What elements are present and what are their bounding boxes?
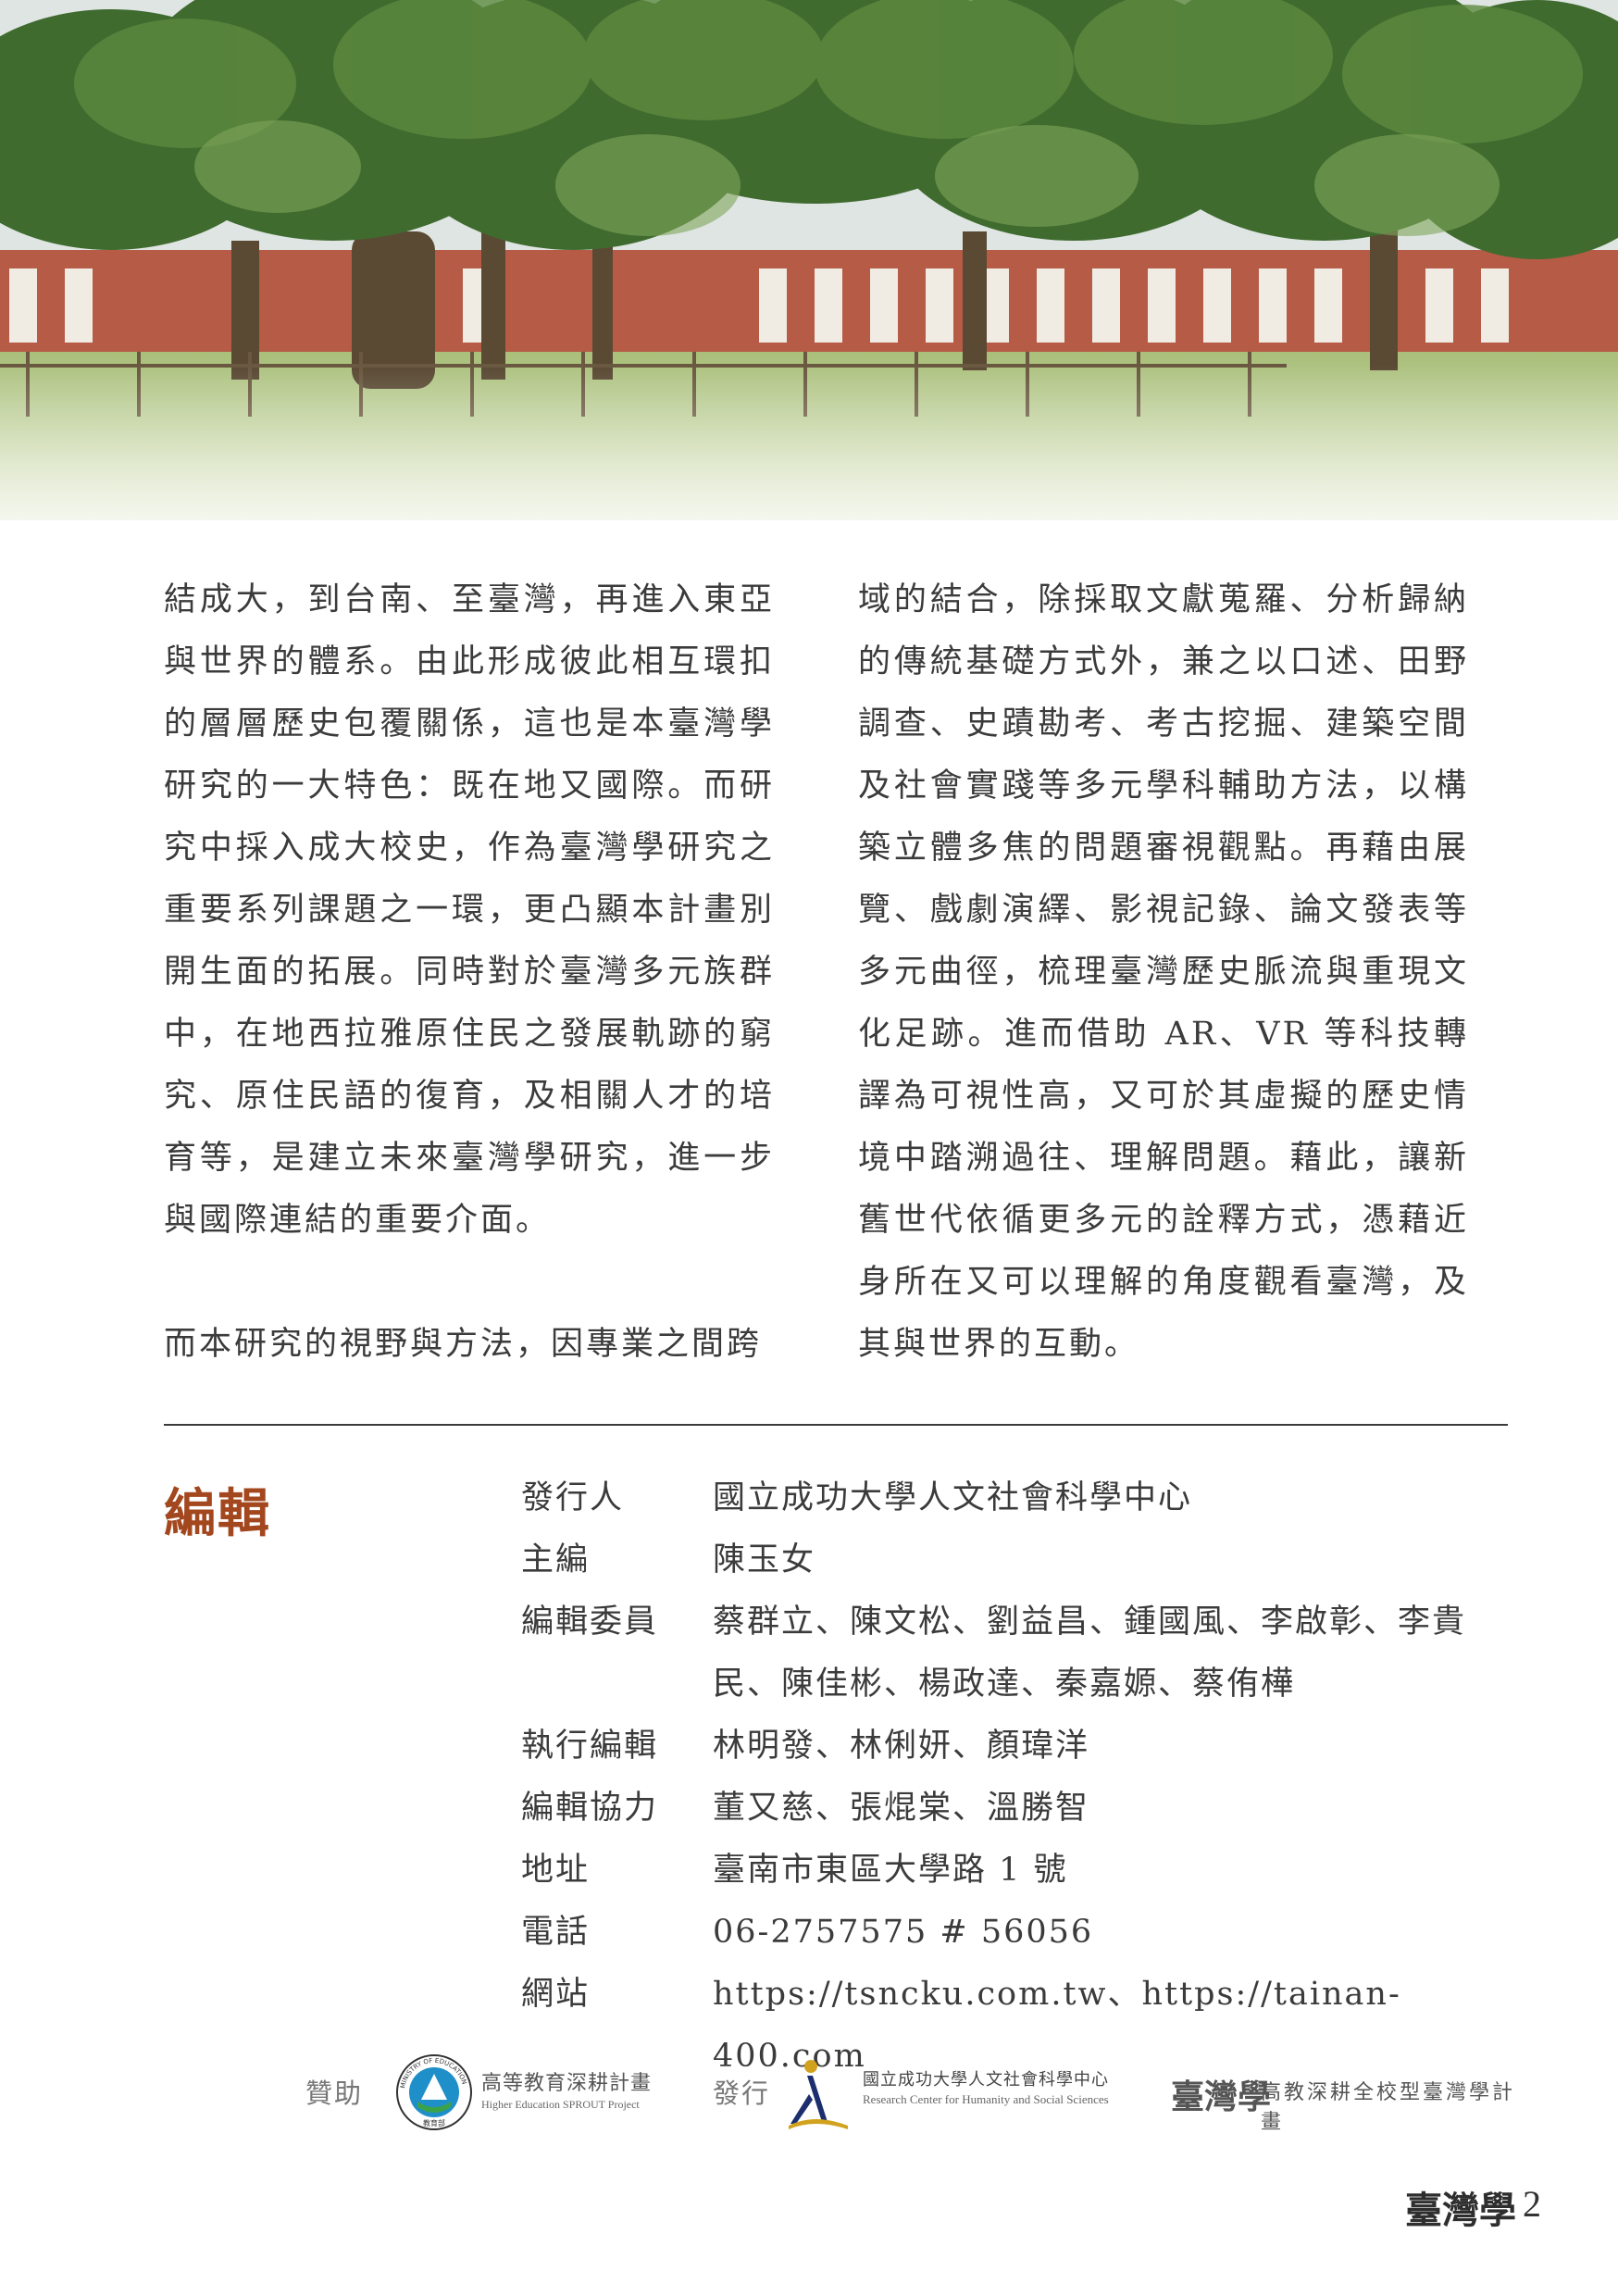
research-center-name-en: Research Center for Humanity and Social …: [863, 2092, 1109, 2106]
credit-value: 陳玉女: [713, 1541, 816, 1578]
credit-row-editor-in-chief: 主編 陳玉女: [521, 1529, 1521, 1591]
credit-label: 網站: [521, 1976, 591, 2013]
website-links[interactable]: https://tsncku.com.tw、https://tainan-400…: [713, 1976, 1401, 2075]
footer-brand-logo: 臺灣學: [1405, 2189, 1516, 2232]
ministry-of-education-logo: MINISTRY OF EDUCATION 教育部: [396, 2054, 472, 2130]
moe-seal-zh: 教育部: [423, 2118, 445, 2128]
editorial-heading: 編輯: [164, 1484, 271, 1544]
credit-label: 編輯委員: [521, 1603, 659, 1641]
credits-list: 發行人 國立成功大學人文社會科學中心 主編 陳玉女 編輯委員 蔡群立、陳文松、劉…: [521, 1467, 1521, 2088]
page-number: 2: [1523, 2183, 1541, 2225]
credit-row-publisher: 發行人 國立成功大學人文社會科學中心: [521, 1467, 1521, 1529]
body-paragraph: 而本研究的視野與方法，因專業之間跨: [164, 1326, 763, 1363]
publisher-label: 發行: [713, 2078, 771, 2109]
body-right-column: 域的結合，除採取文獻蒐羅、分析歸納的傳統基礎方式外，兼之以口述、田野調查、史蹟勘…: [858, 569, 1469, 1376]
credit-row-executive-editors: 執行編輯 林明發、林俐妍、顏瑋洋: [521, 1716, 1521, 1778]
campus-trees-illustration: [0, 0, 1618, 520]
credit-row-phone: 電話 06-2757575 # 56056: [521, 1902, 1521, 1964]
credit-row-editorial-board: 編輯委員 蔡群立、陳文松、劉益昌、鍾國風、李啟彰、李貴民、陳佳彬、楊政達、秦嘉嫄…: [521, 1591, 1521, 1716]
taiwan-studies-program: 高教深耕全校型臺灣學計畫: [1261, 2081, 1516, 2134]
credit-row-website: 網站 https://tsncku.com.tw、https://tainan-…: [521, 1964, 1521, 2088]
credit-value: 蔡群立、陳文松、劉益昌、鍾國風、李啟彰、李貴民、陳佳彬、楊政達、秦嘉嫄、蔡侑樺: [713, 1603, 1467, 1703]
sponsor-bar: 贊助 MINISTRY OF EDUCATION 教育部 高等教育深耕計畫 Hi…: [305, 2053, 1527, 2137]
credit-value: 06-2757575 # 56056: [713, 1914, 1094, 1951]
credit-row-editorial-assistants: 編輯協力 董又慈、張焜棠、溫勝智: [521, 1778, 1521, 1840]
credit-label: 主編: [521, 1541, 591, 1578]
credit-label: 編輯協力: [521, 1790, 659, 1827]
credit-label: 發行人: [521, 1479, 625, 1516]
taiwan-studies-logo: 臺灣學: [1171, 2078, 1272, 2116]
research-center-name: 國立成功大學人文社會科學中心: [863, 2070, 1109, 2090]
research-center-logo: [789, 2060, 848, 2129]
body-left-column: 結成大，到台南、至臺灣，再進入東亞與世界的體系。由此形成彼此相互環扣的層層歷史包…: [164, 569, 775, 1376]
credit-label: 執行編輯: [521, 1728, 659, 1765]
credit-row-address: 地址 臺南市東區大學路 1 號: [521, 1840, 1521, 1902]
body-paragraph: 域的結合，除採取文獻蒐羅、分析歸納的傳統基礎方式外，兼之以口述、田野調查、史蹟勘…: [858, 581, 1469, 1363]
credit-value: 臺南市東區大學路 1 號: [713, 1852, 1068, 1889]
hero-photo: [0, 0, 1618, 520]
sponsor-label: 贊助: [305, 2078, 364, 2109]
credit-value: 國立成功大學人文社會科學中心: [713, 1479, 1193, 1516]
credit-label: 地址: [521, 1852, 591, 1889]
body-paragraph: 結成大，到台南、至臺灣，再進入東亞與世界的體系。由此形成彼此相互環扣的層層歷史包…: [164, 581, 775, 1239]
moe-program-name-en: Higher Education SPROUT Project: [481, 2098, 640, 2111]
credit-label: 電話: [521, 1914, 591, 1951]
credit-value: 林明發、林俐妍、顏瑋洋: [713, 1728, 1090, 1765]
moe-program-name: 高等教育深耕計畫: [481, 2072, 653, 2095]
section-divider: [164, 1424, 1508, 1426]
credit-value: 董又慈、張焜棠、溫勝智: [713, 1790, 1090, 1827]
